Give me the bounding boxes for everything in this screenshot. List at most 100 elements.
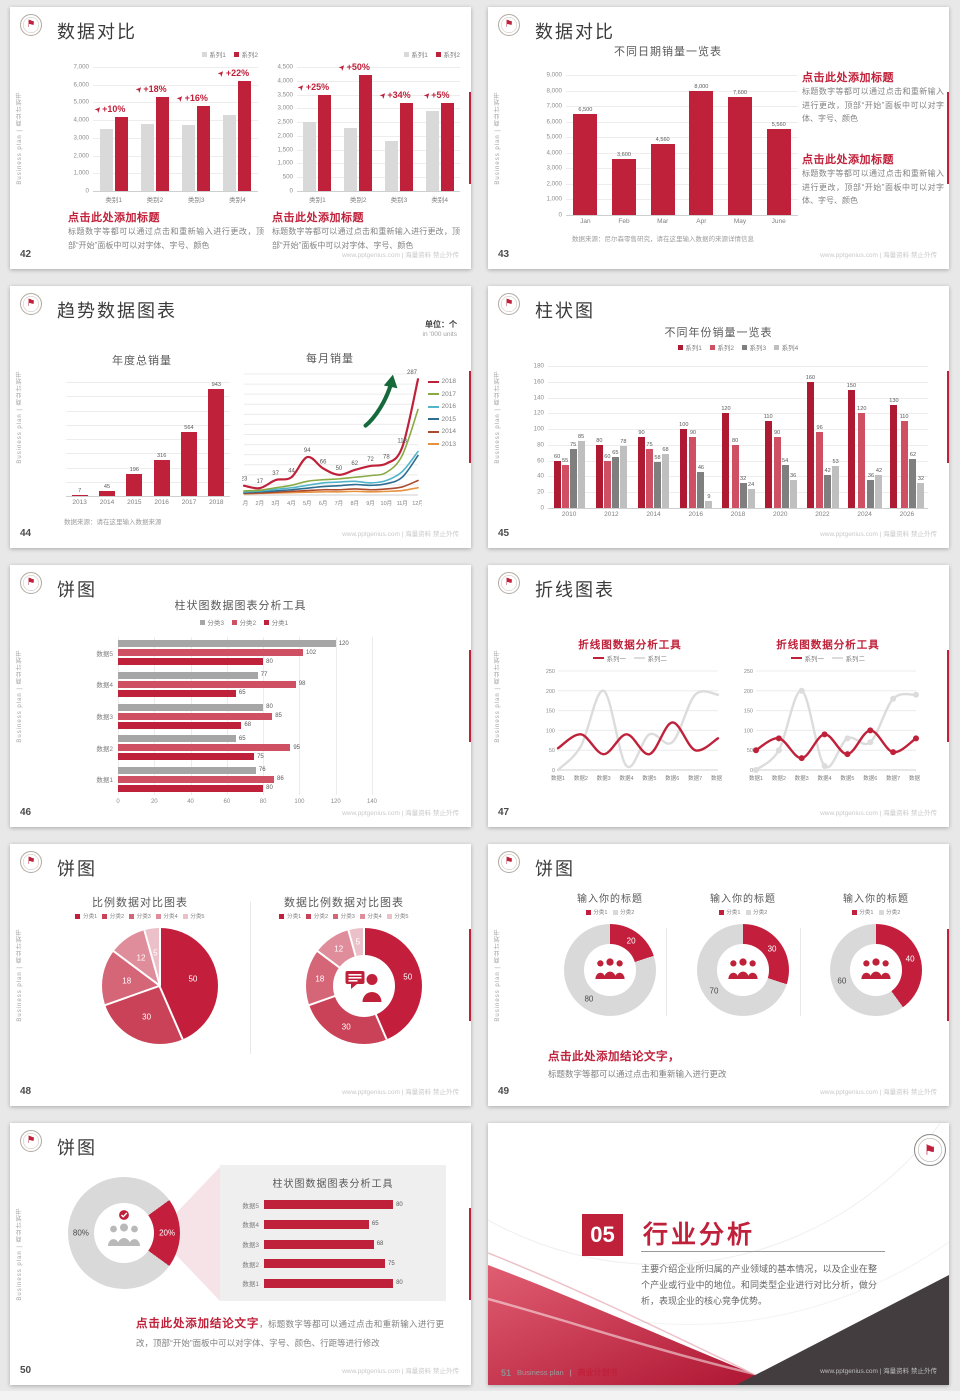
bar-chart-comparison-right: 系列1 系列2 0 500 1,000 1,500 2,000 2,500 3,000 3,500… [270,49,460,204]
xt: 2020 [772,511,788,518]
slide-title: 饼图 [57,859,97,879]
bcol: 9 [705,366,713,508]
hb [118,784,264,792]
bcol: 36 [789,366,797,508]
yt: 3,000 [73,134,89,142]
bl: 75 [646,441,653,448]
bar [705,500,713,508]
line-chart-legend: 2018 2017 2016 2015 2014 2013 [428,378,456,448]
page-number: 44 [20,528,32,539]
bl: 5,560 [771,121,786,128]
edge-accent [469,650,471,742]
xt: 类别1 [309,197,326,204]
gl [66,481,230,483]
bl: 90 [774,430,781,436]
text: 10月 [381,500,393,507]
sw [435,51,441,57]
gl [297,135,460,137]
pw: 20 80 [564,924,656,1016]
yt: 0 [558,211,562,219]
hlab: 77 [260,672,268,679]
path [736,1275,949,1385]
caption-body: 标题数字等都可以通过点击和重新输入进行更改，顶部“开始”面板中可以对字体、字号、… [802,169,944,206]
bcol: 120 [721,366,731,508]
path [120,1212,128,1218]
grp: 8,000 [682,75,721,215]
xt2: 120 [330,799,341,805]
bcol: 78 [619,366,627,508]
catl: 数据5 [96,650,113,658]
polygon [351,984,357,989]
path [243,454,419,494]
li: 分类4 [155,912,178,920]
grp: 120 80 32 24 [717,366,759,508]
bcol: 90 [638,366,646,508]
text: 数据2 [772,774,786,782]
bl: 60 [553,453,561,460]
grp: 45 [93,382,120,496]
grp: ➤+25% [296,67,338,191]
bl: 36 [867,472,875,479]
bar [722,413,730,508]
div: 分类1 [859,910,874,916]
sidebar-vertical-text: Business plan | 商业计划书 [17,370,23,464]
yt: 5,000 [546,133,562,141]
sidebar-vertical-text: Business plan | 商业计划书 [17,928,23,1022]
gl [548,413,928,415]
yt: 1,000 [73,169,89,177]
circle [821,731,828,738]
text: 200 [546,689,555,695]
bar [890,405,898,508]
gl [66,382,230,383]
edge-accent [947,92,949,184]
bcol: 55 [561,366,569,508]
yt: 0 [289,187,293,195]
div: 分类3 [136,914,151,920]
line-chart-monthly-sales: 23 17 37 44 94 66 50 62 72 78 118 287 1月 2月 3月 4月 5月 6月 7月… [240,366,424,508]
gl [66,453,230,455]
bl: 3,600 [617,152,631,158]
plab: 20% [159,1228,176,1238]
bar [98,490,115,496]
edge-accent [947,929,949,1021]
slide-title: 折线图表 [535,580,615,600]
xt2: 140 [366,799,377,805]
flag-icon: ⚑ [504,19,514,30]
bar [223,114,237,191]
line-chart-markers: 0 50 100 150 200 250 数据1 数据2 数据3 数据4 数据5 数据6 数据7 数据8 [736,663,923,783]
hlab: 120 [338,640,349,647]
ax [566,215,798,216]
slide-45: ⚑ 柱状图 Business plan | 商业计划书 不同年份销量一览表 系列… [488,286,949,548]
footer-url: www.pptgenius.com | 海量资料 禁止外传 [820,1368,937,1375]
bl: 68 [662,447,669,454]
text: 50 [549,748,555,754]
li: 2013 [428,441,456,448]
cats: Jan Feb Mar Apr May June [566,218,798,225]
groups: 7 45 196 316 564 943 [66,382,230,496]
bcol: 45 [98,382,115,496]
gl [93,173,258,175]
caption-heading: 点击此处添加标题 [802,72,894,84]
bl: 150 [846,382,857,389]
pw: 50 30 18 12 5 [306,928,422,1044]
li: 分类2 [612,908,634,916]
data-source-note: 数据来源：请在这里输入数据来源 [64,519,162,526]
bl: 55 [561,457,569,464]
swl [428,443,439,445]
growth-arrow-icon [363,374,398,428]
text: 7月 [335,500,344,507]
bcol: 110 [900,366,908,508]
xt2: 40 [187,799,194,805]
bcol [384,67,398,191]
text: 287 [407,370,418,376]
bcol [399,67,413,191]
footer-url: www.pptgenius.com | 海量资料 禁止外传 [342,531,459,538]
yt: 4,000 [546,149,562,157]
text: 11月 [397,500,408,507]
slide-title: 数据对比 [535,22,615,42]
bl: 160 [805,374,816,381]
circle [872,958,880,966]
li: 分类2 [306,912,328,920]
bcol: 110 [764,366,773,508]
